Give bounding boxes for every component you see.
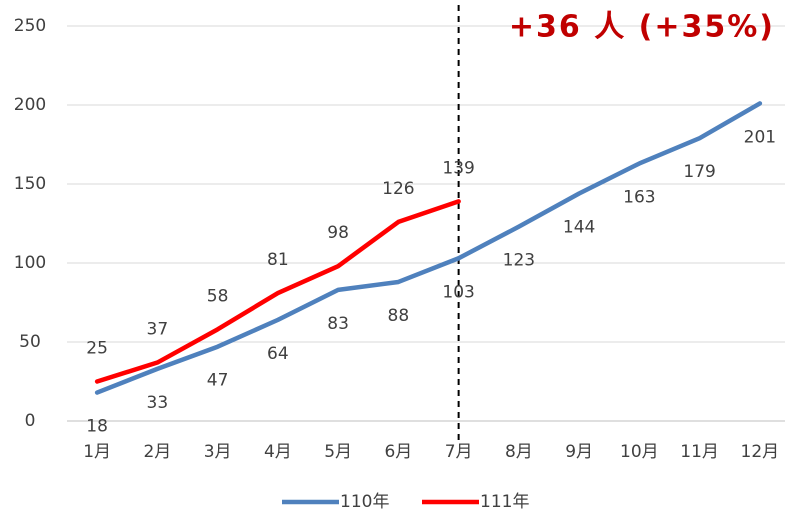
x-tick-label: 7月 [445,442,473,462]
data-label: 139 [442,158,474,178]
x-tick-label: 11月 [680,442,719,462]
x-tick-label: 9月 [565,442,593,462]
legend-label: 110年 [340,492,389,512]
x-tick-label: 12月 [741,442,780,462]
y-tick-label: 250 [14,16,46,36]
series-line [94,101,763,395]
x-tick-label: 1月 [83,442,111,462]
x-tick-label: 4月 [264,442,292,462]
y-tick-label: 200 [14,95,46,115]
data-label: 64 [267,344,289,364]
data-label: 25 [86,339,108,359]
y-tick-label: 50 [19,332,41,352]
x-tick-label: 3月 [204,442,232,462]
annotation: +36 人 (+35%) [509,10,775,45]
x-tick-label: 6月 [384,442,412,462]
x-tick-label: 8月 [505,442,533,462]
data-label: 98 [327,223,349,243]
data-label: 83 [327,314,349,334]
legend-label: 111年 [480,492,529,512]
data-label: 179 [683,162,715,182]
x-tick-label: 10月 [620,442,659,462]
data-label: 47 [207,371,229,391]
data-label: 33 [147,393,169,413]
x-tick-label: 5月 [324,442,352,462]
x-tick-label: 2月 [143,442,171,462]
data-label: 103 [442,282,474,302]
series-line [94,199,461,384]
data-label: 126 [382,179,414,199]
y-tick-label: 100 [14,253,46,273]
data-label: 123 [503,251,535,271]
y-tick-label: 150 [14,174,46,194]
data-label: 163 [623,187,655,207]
data-label: 58 [207,286,229,306]
y-tick-label: 0 [25,411,36,431]
data-label: 201 [744,127,776,147]
data-label: 81 [267,250,289,270]
data-label: 37 [147,320,169,340]
data-label: 88 [388,306,410,326]
data-label: 144 [563,217,595,237]
data-label: 18 [86,417,108,437]
